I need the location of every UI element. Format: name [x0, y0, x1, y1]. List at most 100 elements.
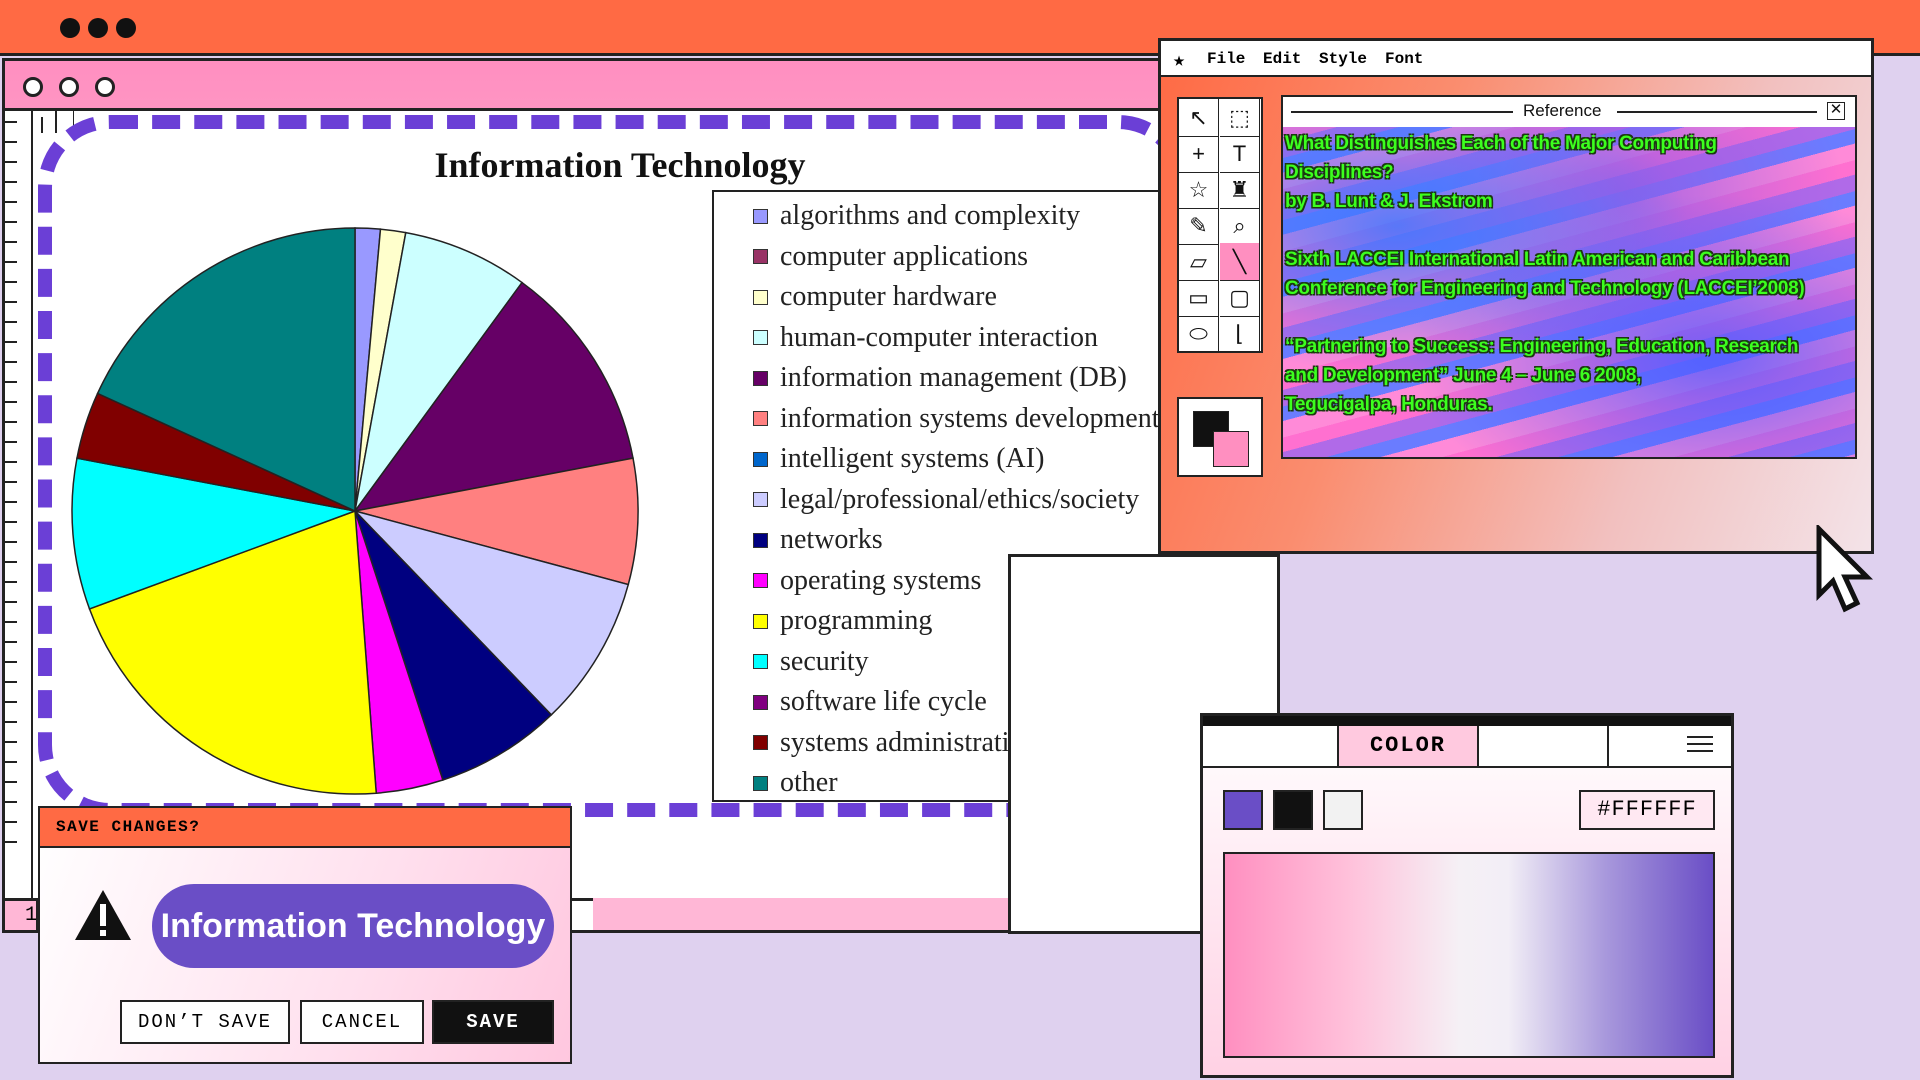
menu-font[interactable]: Font — [1385, 50, 1424, 68]
legend-item: systems administration — [753, 725, 1037, 761]
legend-label: software life cycle — [780, 686, 987, 717]
pencil-icon[interactable]: ✎ — [1179, 207, 1219, 245]
legend-label: human-computer interaction — [780, 321, 1098, 353]
minimize-window-button[interactable] — [59, 77, 79, 97]
ruler-tick — [5, 461, 17, 463]
legend-swatch — [753, 532, 768, 548]
pie-slice-14 — [96, 227, 356, 513]
ruler-tick — [5, 601, 17, 603]
dialog-title: SAVE CHANGES? — [40, 808, 570, 848]
legend-item: legal/professional/ethics/society — [753, 482, 1139, 518]
swatch-purple[interactable] — [1223, 790, 1263, 830]
chart-legend: algorithms and complexity computer applic… — [712, 190, 1162, 802]
legend-swatch — [753, 370, 768, 386]
text-icon[interactable]: T — [1220, 135, 1260, 173]
ruler-tick — [5, 141, 17, 143]
tab-empty-right[interactable] — [1479, 726, 1609, 766]
maximize-window-button[interactable] — [95, 77, 115, 97]
close-icon[interactable]: ✕ — [1827, 102, 1845, 120]
ruler-tick — [5, 761, 17, 763]
filename-label: Information Technology — [152, 884, 554, 968]
ellipse-icon[interactable]: ⬭ — [1179, 315, 1219, 353]
star-icon[interactable]: ☆ — [1179, 171, 1219, 209]
legend-label: systems administration — [780, 726, 1038, 758]
line-icon[interactable]: ╲ — [1220, 243, 1260, 281]
ruler-tick — [5, 321, 17, 323]
ruler-tick — [5, 241, 17, 243]
reference-text-line: and Development” June 4 – June 6 2008, — [1285, 365, 1642, 386]
ruler-tick — [5, 281, 17, 283]
pie-slice-4 — [353, 281, 634, 513]
legend-item: software life cycle — [753, 684, 987, 720]
ruler-tick — [5, 841, 17, 843]
marquee-icon[interactable]: ⬚ — [1220, 99, 1260, 137]
arrow-icon[interactable]: ↖ — [1179, 99, 1219, 137]
ruler-tick — [5, 581, 17, 583]
tab-color[interactable]: COLOR — [1339, 726, 1479, 766]
magnifier-icon[interactable]: ⌕ — [1220, 207, 1260, 245]
legend-swatch — [753, 573, 768, 588]
window-dot-2[interactable] — [88, 18, 108, 38]
dont-save-button[interactable]: DON’T SAVE — [120, 1000, 290, 1044]
legend-swatch — [753, 654, 768, 669]
window-dot-1[interactable] — [60, 18, 80, 38]
window-dot-3[interactable] — [116, 18, 136, 38]
ruler-tick — [5, 341, 17, 343]
ruler-tick — [5, 701, 17, 703]
reference-text-line: Tegucigalpa, Honduras. — [1285, 394, 1493, 415]
color-gradient-picker[interactable] — [1223, 852, 1715, 1058]
vertical-ruler — [5, 111, 33, 898]
legend-label: legal/professional/ethics/society — [780, 483, 1140, 515]
menu-edit[interactable]: Edit — [1263, 50, 1302, 68]
brush-icon[interactable]: ♜ — [1220, 171, 1260, 209]
legend-label: other — [780, 767, 838, 798]
ruler-tick — [5, 501, 17, 503]
save-button[interactable]: SAVE — [432, 1000, 554, 1044]
close-window-button[interactable] — [23, 77, 43, 97]
reference-text-line: Conference for Engineering and Technolog… — [1285, 278, 1805, 299]
legend-item: computer applications — [753, 239, 1028, 275]
menu-style[interactable]: Style — [1319, 50, 1368, 68]
ruler-tick — [5, 821, 17, 823]
legend-item: other — [753, 765, 838, 801]
rectangle-icon[interactable]: ▭ — [1179, 279, 1219, 317]
ruler-tick — [5, 481, 17, 483]
ruler-tick — [5, 801, 17, 803]
swatch-white[interactable] — [1323, 790, 1363, 830]
ruler-tick — [5, 641, 17, 643]
rounded-rect-icon[interactable]: ▢ — [1220, 279, 1260, 317]
legend-item: computer hardware — [753, 279, 997, 315]
legend-swatch — [753, 411, 768, 426]
pie-chart — [71, 227, 639, 795]
ruler-tick — [5, 161, 17, 163]
legend-swatch — [753, 613, 768, 629]
ruler-tick — [5, 621, 17, 623]
legend-item: information systems development — [753, 401, 1160, 437]
menu-icon[interactable] — [1687, 736, 1713, 752]
reference-panel-title: Reference — [1523, 101, 1602, 120]
eraser-icon[interactable]: ▱ — [1179, 243, 1219, 281]
legend-swatch — [753, 289, 768, 305]
tab-empty-left[interactable] — [1203, 726, 1339, 766]
top-menu-bar — [0, 0, 1920, 56]
ruler-tick — [5, 721, 17, 723]
hex-value-field[interactable]: #FFFFFF — [1579, 790, 1715, 830]
pie-slice-11 — [71, 457, 358, 610]
legend-swatch — [753, 451, 768, 467]
chart-title: Information Technology — [434, 145, 806, 185]
reference-panel: Reference ✕ What Distinguishes Each of t… — [1281, 95, 1857, 459]
polygon-icon[interactable]: ⌊ — [1220, 315, 1260, 353]
ruler-tick — [5, 681, 17, 683]
pie-slice-10 — [88, 509, 378, 795]
menu-file[interactable]: File — [1207, 50, 1246, 68]
ruler-tick — [5, 541, 17, 543]
swatch-black[interactable] — [1273, 790, 1313, 830]
legend-label: information management (DB) — [780, 362, 1127, 393]
color-selector[interactable] — [1177, 397, 1263, 477]
pie-slice-3 — [354, 231, 524, 512]
crosshair-icon[interactable]: + — [1179, 135, 1219, 173]
legend-item: operating systems — [753, 563, 981, 599]
background-color-swatch[interactable] — [1213, 431, 1249, 467]
ruler-tick — [5, 741, 17, 743]
cancel-button[interactable]: CANCEL — [300, 1000, 424, 1044]
